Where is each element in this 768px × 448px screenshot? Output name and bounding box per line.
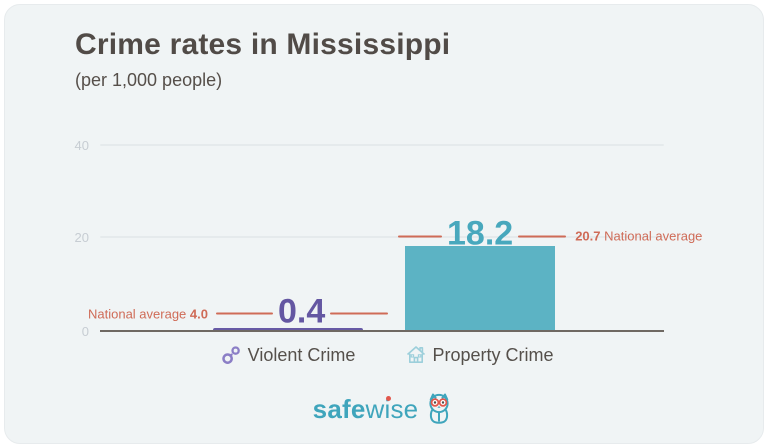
safewise-wordmark: safewise (312, 393, 419, 424)
national-average-line-segment (518, 235, 567, 238)
category-property-crime: Property Crime (395, 342, 565, 368)
national-average-line-segment (330, 312, 389, 315)
category-label: Property Crime (432, 344, 554, 365)
bar-property-crime (405, 245, 555, 330)
chart-card (4, 4, 764, 444)
handcuffs-icon (221, 345, 240, 364)
chart-subtitle: (per 1,000 people) (75, 70, 223, 90)
gridline-20 (100, 236, 664, 238)
safewise-logo: safewise (0, 392, 768, 426)
owl-icon (429, 393, 449, 424)
national-average-label-property: 20.7 National average (575, 228, 703, 244)
gridline-40 (100, 144, 664, 146)
y-tick-0: 0 (81, 324, 89, 339)
house-icon (407, 346, 426, 363)
bar-value-property: 18.2 (447, 214, 514, 253)
y-tick-20: 20 (74, 230, 89, 245)
category-label: Violent Crime (247, 344, 356, 365)
category-violent-crime: Violent Crime (203, 342, 373, 368)
chart-title: Crime rates in Mississippi (75, 28, 451, 61)
national-average-label-violent: National average 4.0 (88, 306, 208, 321)
bar-violent-crime (213, 327, 363, 330)
national-average-annotation-violent: National average 4.0 0.4 (88, 292, 389, 333)
bar-value-violent: 0.4 (278, 292, 326, 330)
national-average-line-segment (398, 235, 442, 238)
x-axis-line (100, 330, 664, 332)
y-tick-40: 40 (74, 138, 89, 153)
national-average-line-segment (216, 312, 273, 315)
national-average-annotation-property: 18.2 20.7 National average (398, 214, 703, 256)
